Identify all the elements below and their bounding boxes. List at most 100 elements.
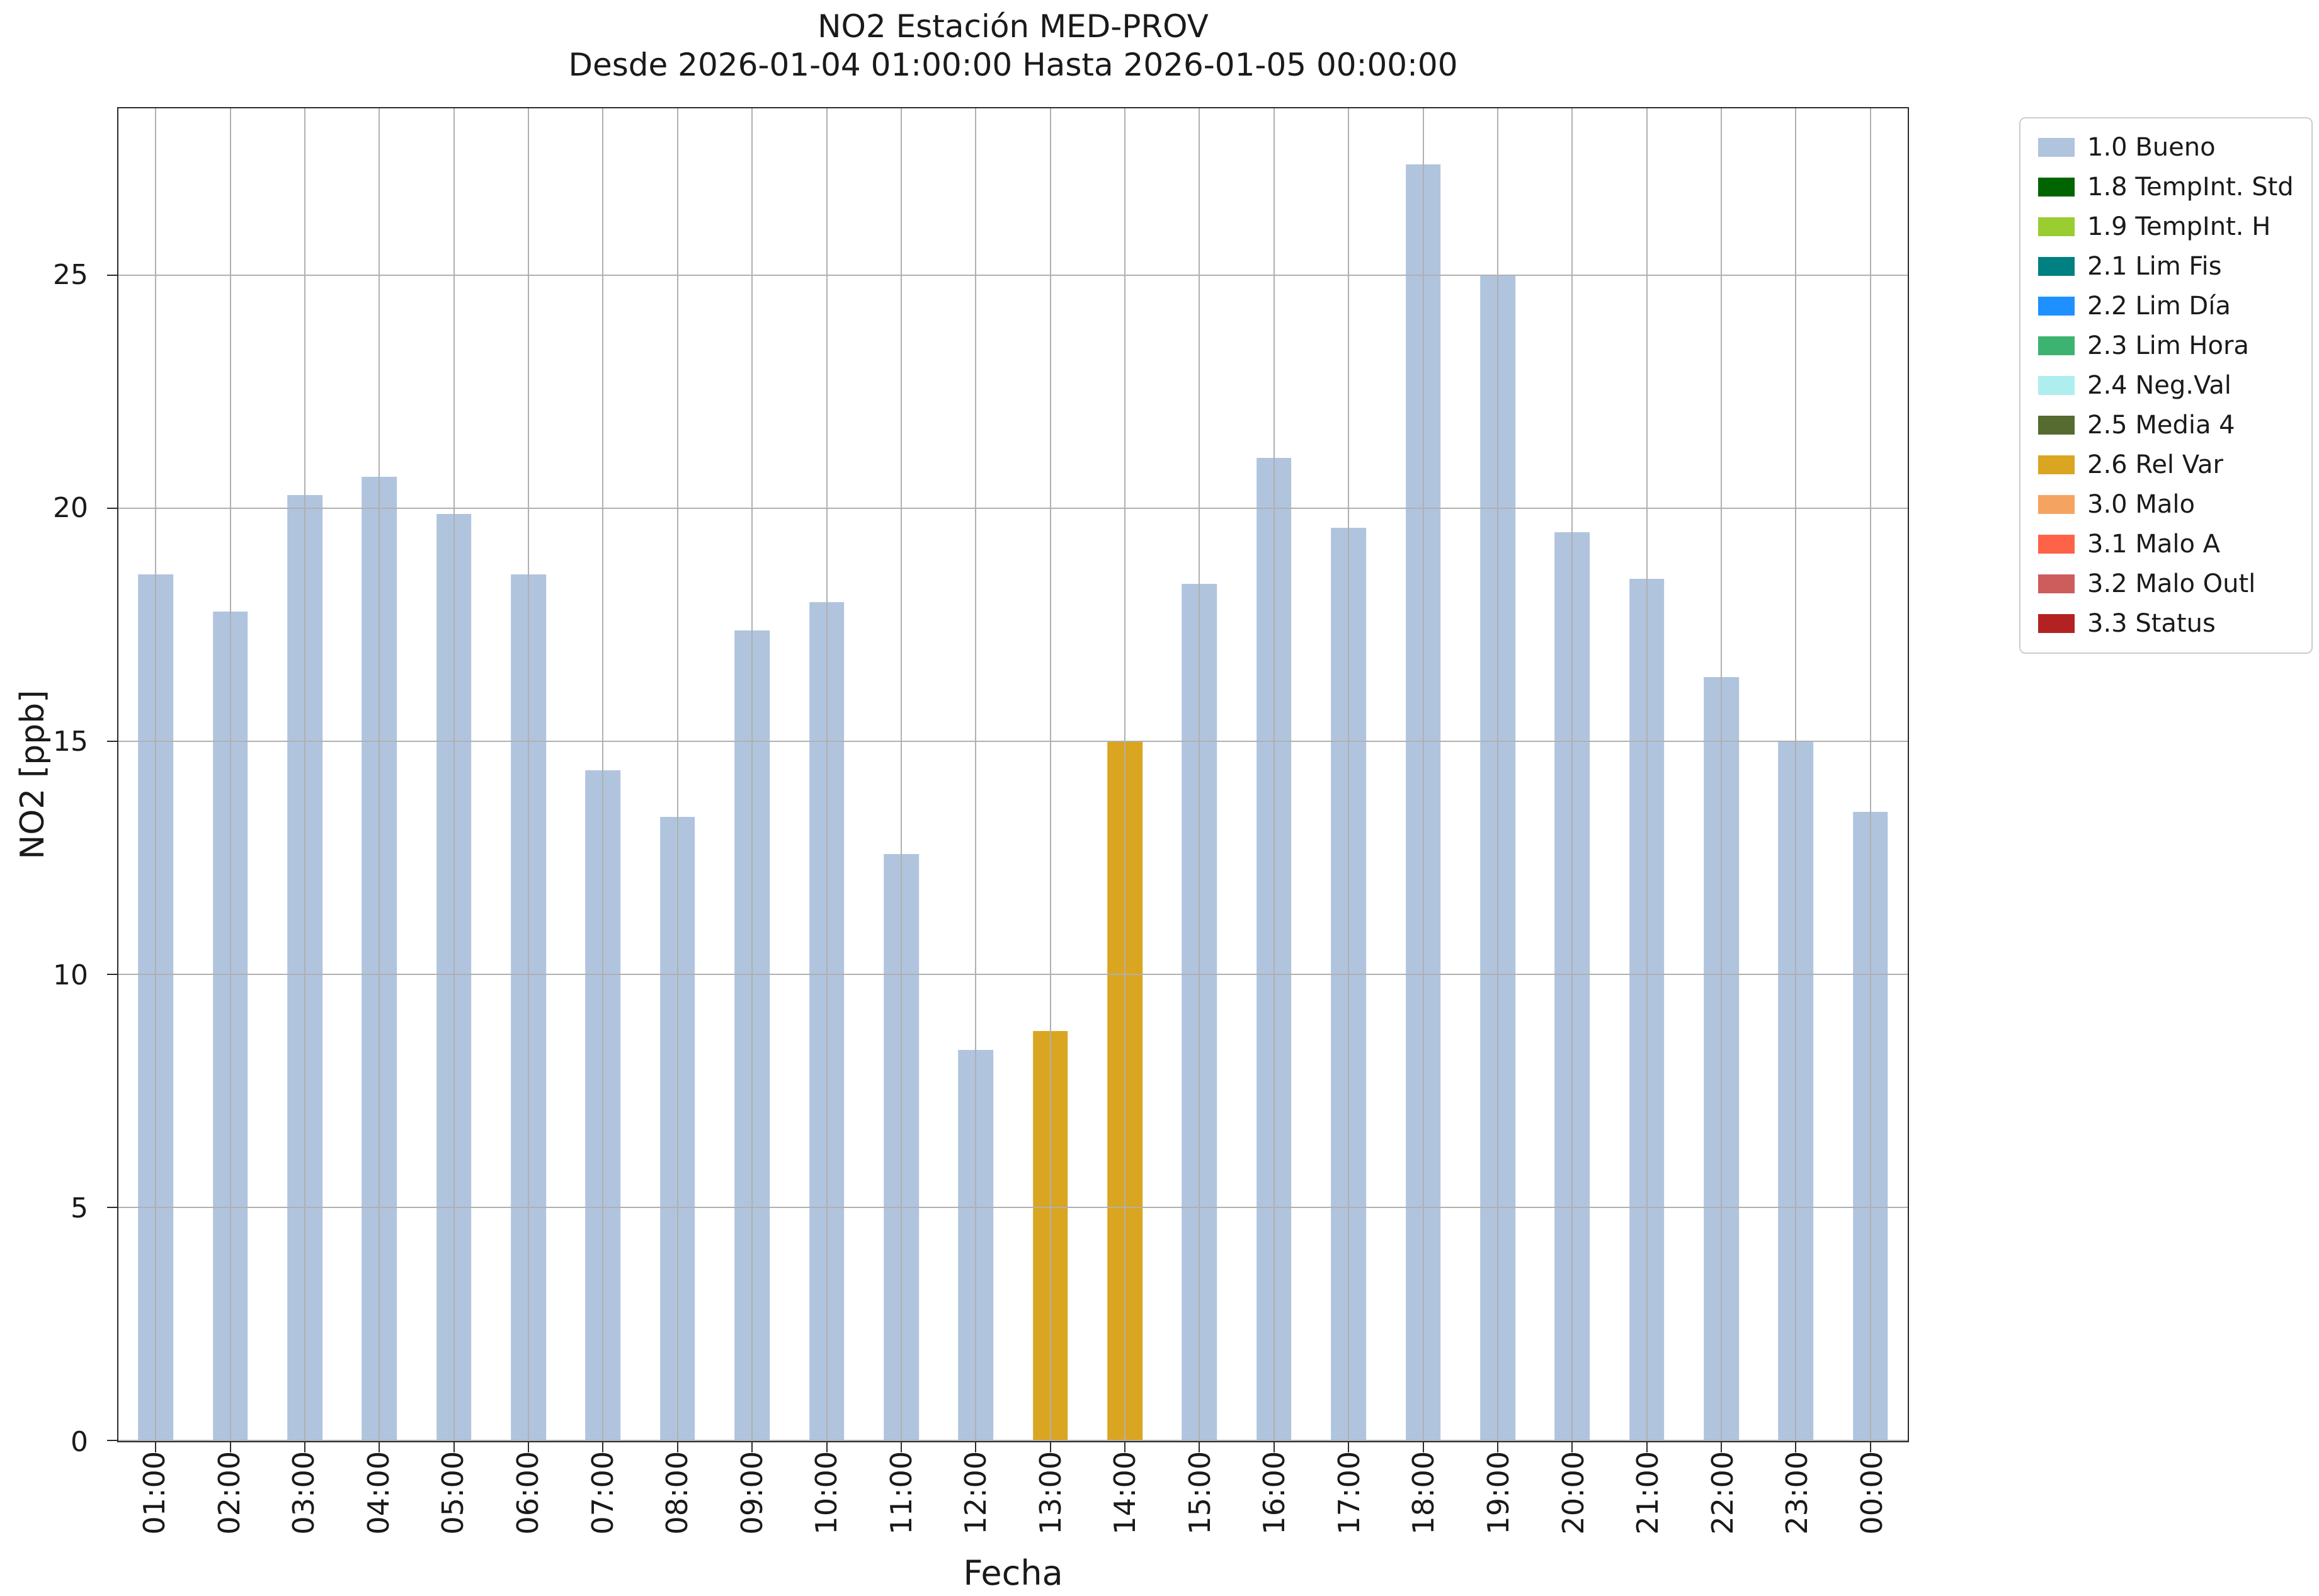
legend-item: 1.9 TempInt. H — [2038, 212, 2294, 242]
legend-label: 2.1 Lim Fis — [2087, 252, 2222, 281]
bar — [1480, 276, 1515, 1441]
bar — [734, 630, 770, 1441]
x-tick-label: 23:00 — [1780, 1451, 1815, 1535]
legend-swatch — [2038, 574, 2075, 593]
chart-title: NO2 Estación MED-PROV — [818, 8, 1209, 45]
bar — [1032, 1030, 1068, 1441]
bar — [884, 853, 919, 1441]
legend-swatch — [2038, 416, 2075, 435]
bar — [212, 612, 248, 1441]
legend-label: 2.2 Lim Día — [2087, 292, 2231, 321]
y-ticks: 0 5 10 15 20 25 — [0, 107, 107, 1456]
x-tick-label: 21:00 — [1631, 1451, 1665, 1535]
legend-item: 1.0 Bueno — [2038, 132, 2294, 162]
x-tick-label: 06:00 — [510, 1451, 545, 1535]
y-tick-mark — [107, 974, 117, 976]
y-tick-label: 25 — [53, 258, 88, 291]
x-tick-label: 17:00 — [1331, 1451, 1366, 1535]
bar — [660, 816, 695, 1441]
legend-swatch — [2038, 297, 2075, 316]
bar — [436, 513, 472, 1441]
legend-item: 3.3 Status — [2038, 608, 2294, 639]
chart-subtitle: Desde 2026-01-04 01:00:00 Hasta 2026-01-… — [568, 47, 1458, 83]
legend-label: 1.9 TempInt. H — [2087, 212, 2271, 241]
x-tick-label: 10:00 — [809, 1451, 844, 1535]
legend-item: 2.4 Neg.Val — [2038, 370, 2294, 401]
x-tick-label: 16:00 — [1257, 1451, 1292, 1535]
legend-item: 2.2 Lim Día — [2038, 291, 2294, 321]
x-tick-label: 18:00 — [1406, 1451, 1441, 1535]
bar — [585, 770, 621, 1441]
y-tick-label: 5 — [71, 1192, 88, 1225]
x-axis-label: Fecha — [963, 1553, 1063, 1593]
bar — [511, 574, 546, 1441]
bar — [287, 495, 322, 1441]
legend-label: 2.6 Rel Var — [2087, 450, 2223, 479]
x-tick-label: 19:00 — [1481, 1451, 1516, 1535]
x-tick-label: 00:00 — [1854, 1451, 1889, 1535]
legend-swatch — [2038, 495, 2075, 514]
legend-label: 2.4 Neg.Val — [2087, 371, 2231, 400]
legend-swatch — [2038, 376, 2075, 395]
x-tick-label: 08:00 — [660, 1451, 695, 1535]
x-tick-label: 13:00 — [1033, 1451, 1068, 1535]
chart-title-block: NO2 Estación MED-PROV Desde 2026-01-04 0… — [117, 8, 1909, 84]
bar — [1107, 742, 1142, 1441]
legend-item: 3.0 Malo — [2038, 489, 2294, 520]
legend-swatch — [2038, 455, 2075, 474]
bar — [809, 602, 845, 1441]
y-tick-label: 20 — [53, 492, 88, 525]
x-tick-label: 04:00 — [361, 1451, 396, 1535]
y-tick-mark — [107, 275, 117, 276]
legend-swatch — [2038, 138, 2075, 157]
plot-area — [107, 107, 1909, 1452]
y-tick-mark — [107, 1440, 117, 1441]
legend-item: 1.8 TempInt. Std — [2038, 172, 2294, 202]
bar — [1704, 676, 1739, 1441]
x-tick-label: 14:00 — [1108, 1451, 1142, 1535]
x-tick-label: 02:00 — [212, 1451, 246, 1535]
x-tick-label: 05:00 — [436, 1451, 470, 1535]
y-tick-mark — [107, 1207, 117, 1209]
y-tick-mark — [107, 508, 117, 510]
legend-swatch — [2038, 614, 2075, 633]
x-tick-label: 22:00 — [1705, 1451, 1740, 1535]
legend-swatch — [2038, 257, 2075, 276]
legend-label: 3.2 Malo Outl — [2087, 569, 2256, 598]
legend-swatch — [2038, 178, 2075, 197]
bar — [138, 574, 173, 1441]
bars-layer — [118, 108, 1908, 1441]
bar — [1778, 742, 1814, 1441]
x-tick-label: 12:00 — [959, 1451, 993, 1535]
legend-swatch — [2038, 217, 2075, 236]
x-tick-label: 01:00 — [137, 1451, 172, 1535]
x-tick-label: 15:00 — [1182, 1451, 1217, 1535]
legend-swatch — [2038, 336, 2075, 355]
bar — [1182, 583, 1217, 1441]
bar — [362, 476, 397, 1441]
y-tick-label: 0 — [71, 1426, 88, 1458]
legend-item: 3.1 Malo A — [2038, 529, 2294, 559]
x-tick-label: 03:00 — [287, 1451, 321, 1535]
legend-label: 1.8 TempInt. Std — [2087, 173, 2294, 202]
x-tick-label: 20:00 — [1556, 1451, 1590, 1535]
legend-label: 2.3 Lim Hora — [2087, 331, 2249, 360]
x-ticks: 01:00 02:00 03:00 04:00 05:00 06:00 07:00 08:00… — [117, 1451, 1909, 1565]
y-tick-label: 15 — [53, 726, 88, 758]
y-tick-mark — [107, 741, 117, 743]
bar — [1331, 527, 1366, 1441]
bar — [1256, 457, 1292, 1441]
bar — [1405, 164, 1441, 1441]
legend-label: 3.3 Status — [2087, 609, 2216, 638]
bar — [1554, 532, 1590, 1441]
legend-item: 2.1 Lim Fis — [2038, 251, 2294, 282]
x-tick-label: 07:00 — [585, 1451, 620, 1535]
legend-item: 2.5 Media 4 — [2038, 410, 2294, 440]
y-tick-label: 10 — [53, 959, 88, 991]
legend-item: 3.2 Malo Outl — [2038, 569, 2294, 599]
bar — [1853, 812, 1888, 1441]
legend-item: 2.6 Rel Var — [2038, 450, 2294, 480]
x-tick-label: 11:00 — [884, 1451, 918, 1535]
legend-swatch — [2038, 535, 2075, 554]
